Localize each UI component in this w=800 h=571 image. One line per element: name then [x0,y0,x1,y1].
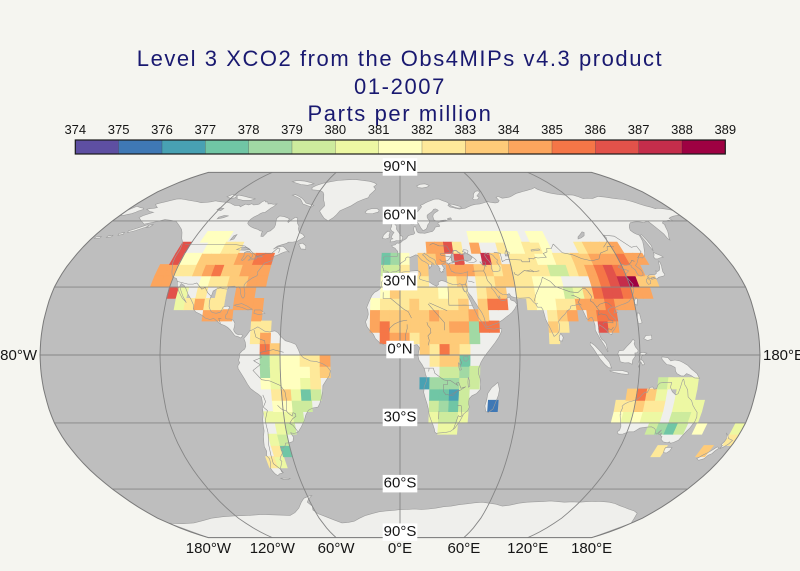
svg-text:374: 374 [64,122,86,137]
svg-text:384: 384 [498,122,520,137]
svg-text:180°E: 180°E [763,347,800,364]
svg-text:376: 376 [151,122,173,137]
svg-text:Parts per million: Parts per million [308,101,493,126]
svg-text:382: 382 [411,122,433,137]
svg-text:380: 380 [324,122,346,137]
svg-text:120°W: 120°W [250,540,296,557]
svg-text:375: 375 [108,122,130,137]
svg-text:90°S: 90°S [384,523,417,540]
svg-text:Level 3 XCO2 from the Obs4MIPs: Level 3 XCO2 from the Obs4MIPs v4.3 prod… [137,46,663,71]
svg-text:386: 386 [584,122,606,137]
svg-text:180°E: 180°E [571,540,612,557]
svg-text:180°W: 180°W [0,347,38,364]
svg-text:90°N: 90°N [383,158,417,175]
svg-text:0°E: 0°E [388,540,412,557]
svg-text:60°W: 60°W [318,540,356,557]
svg-text:120°E: 120°E [507,540,548,557]
svg-text:180°W: 180°W [186,540,232,557]
svg-text:01-2007: 01-2007 [354,74,446,99]
svg-text:381: 381 [368,122,390,137]
svg-text:385: 385 [541,122,563,137]
svg-text:0°N: 0°N [387,341,412,358]
svg-text:383: 383 [454,122,476,137]
svg-text:379: 379 [281,122,303,137]
svg-text:60°E: 60°E [448,540,481,557]
svg-text:60°N: 60°N [383,206,417,223]
svg-text:387: 387 [628,122,650,137]
svg-text:60°S: 60°S [384,475,417,492]
svg-text:378: 378 [238,122,260,137]
svg-text:389: 389 [714,122,736,137]
svg-text:30°N: 30°N [383,273,417,290]
svg-text:30°S: 30°S [384,408,417,425]
svg-text:388: 388 [671,122,693,137]
svg-text:377: 377 [194,122,216,137]
